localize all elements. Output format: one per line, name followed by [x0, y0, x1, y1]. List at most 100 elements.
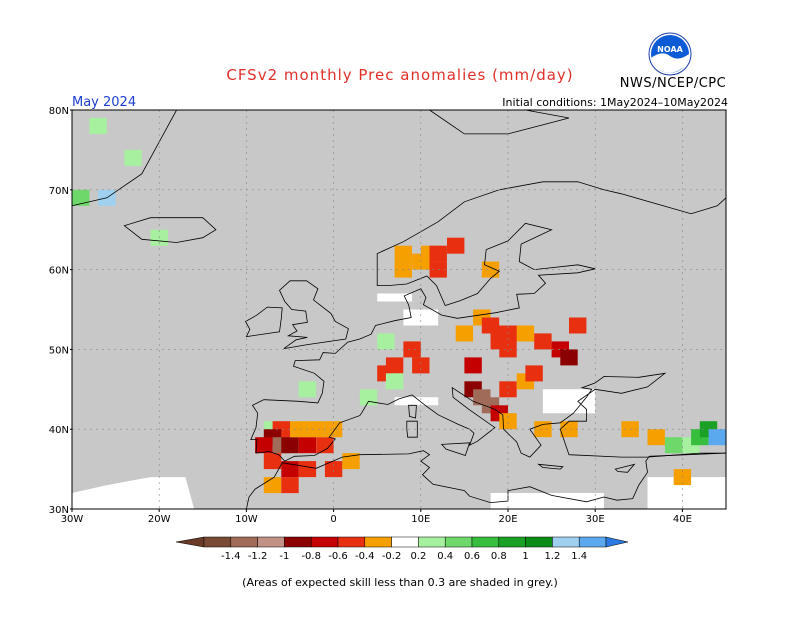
legend-label: 0.2: [410, 551, 426, 562]
legend-swatch: [310, 536, 339, 548]
land-region: [538, 464, 563, 470]
anomaly-cell: [560, 349, 578, 366]
legend-swatch: [203, 536, 232, 548]
anomaly-cell: [255, 437, 273, 454]
anomaly-cell: [534, 421, 552, 438]
legend-label: 1.4: [571, 551, 587, 562]
initial-conditions: Initial conditions: 1May2024–10May2024: [502, 96, 728, 109]
anomaly-cell: [647, 429, 665, 446]
anomaly-cell: [263, 453, 282, 470]
anomaly-cell: [89, 118, 107, 134]
white-region: [490, 493, 604, 509]
legend-swatch: [552, 536, 580, 548]
legend-labels: -1.4 -1.2 -1 -0.8 -0.6 -0.4 -0.2 0.2 0.4 0.6 0.8 1 1…: [221, 551, 587, 562]
land-region: [124, 217, 216, 243]
anomaly-cell: [412, 357, 430, 374]
anomaly-cell: [516, 325, 535, 342]
anomaly-cell: [665, 437, 683, 454]
white-region: [394, 397, 439, 406]
anomaly-cell: [124, 149, 142, 166]
anomaly-cell: [281, 477, 299, 494]
anomaly-cell: [298, 381, 317, 398]
land-region: [429, 110, 569, 134]
legend-label: 1.2: [544, 551, 560, 562]
coastline: [614, 463, 636, 473]
legend-swatch: [444, 536, 473, 548]
legend-swatch: [337, 536, 366, 548]
lat-label: 50N: [49, 345, 69, 356]
legend-swatch: [498, 536, 526, 548]
anomaly-cell: [307, 421, 325, 438]
legend-label: 0.8: [491, 551, 507, 562]
anomaly-cell: [385, 373, 404, 390]
skill-mask-land: [72, 110, 727, 509]
anomaly-cell: [525, 365, 543, 382]
land-region: [245, 307, 283, 337]
land-region: [406, 421, 418, 438]
anomaly-cell: [263, 477, 282, 494]
legend-label: -1.2: [248, 551, 268, 562]
lon-label: 40E: [673, 514, 692, 525]
legend-swatch: [364, 536, 392, 548]
legend-label: -1.4: [221, 551, 241, 562]
lat-label: 40N: [49, 425, 69, 436]
anomaly-cell: [359, 389, 378, 406]
anomaly-cell: [324, 461, 343, 478]
longitude-labels: 30W 20W 10W 0 10E 20E 30E 40E: [61, 509, 692, 525]
lat-label: 30N: [49, 505, 69, 516]
legend-label: -0.6: [328, 551, 348, 562]
graticule: [72, 110, 726, 509]
legend-swatch: [578, 536, 607, 548]
anomaly-cell: [708, 429, 726, 446]
white-region: [377, 293, 413, 302]
coastline: [279, 280, 349, 349]
legend-label: -1: [279, 551, 289, 562]
agency-label: NWS/NCEP/CPC: [619, 76, 727, 91]
coastline: [250, 181, 727, 462]
anomaly-cell: [447, 237, 465, 254]
noaa-logo-icon: NOAA: [648, 32, 692, 76]
lat-label: 70N: [49, 186, 69, 197]
lon-label: 10W: [235, 514, 258, 525]
legend-label: -0.2: [382, 551, 402, 562]
legend-label: 0.4: [437, 551, 453, 562]
anomaly-cell: [499, 413, 517, 430]
land-region: [279, 280, 349, 349]
legend-label: 1: [522, 551, 528, 562]
coastline: [537, 463, 564, 470]
map-frame: [71, 109, 727, 510]
lon-label: 10E: [411, 514, 430, 525]
lon-label: 30W: [61, 514, 84, 525]
anomaly-cell: [290, 421, 308, 438]
anomaly-cell: [298, 437, 317, 454]
legend-swatch: [471, 536, 500, 548]
land-region: [408, 405, 417, 418]
legend-swatch: [230, 536, 258, 548]
legend-left-arrow: [175, 536, 205, 548]
anomaly-cell: [534, 333, 552, 350]
lat-label: 80N: [49, 106, 69, 117]
lon-label: 20E: [498, 514, 517, 525]
anomaly-cell: [403, 341, 421, 358]
legend-swatch: [284, 536, 312, 548]
legend-label: -0.4: [355, 551, 375, 562]
anomaly-cell: [464, 357, 482, 374]
coastline: [440, 442, 471, 457]
land-region: [441, 442, 470, 456]
anomaly-cell: [316, 437, 334, 454]
anomaly-cell: [281, 461, 299, 478]
anomaly-cell: [394, 245, 412, 262]
legend-label: -0.8: [301, 551, 321, 562]
anomaly-cell: [499, 341, 517, 358]
white-region: [647, 477, 726, 509]
coastline: [123, 217, 217, 243]
skill-note: (Areas of expected skill less than 0.3 a…: [242, 576, 558, 589]
svg-text:NOAA: NOAA: [657, 45, 683, 54]
forecast-month: May 2024: [72, 95, 137, 110]
coastline: [408, 404, 417, 419]
coastline: [406, 420, 418, 438]
legend-swatch: [418, 536, 446, 548]
anomaly-cell: [499, 381, 517, 398]
legend-right-arrow: [605, 536, 629, 548]
